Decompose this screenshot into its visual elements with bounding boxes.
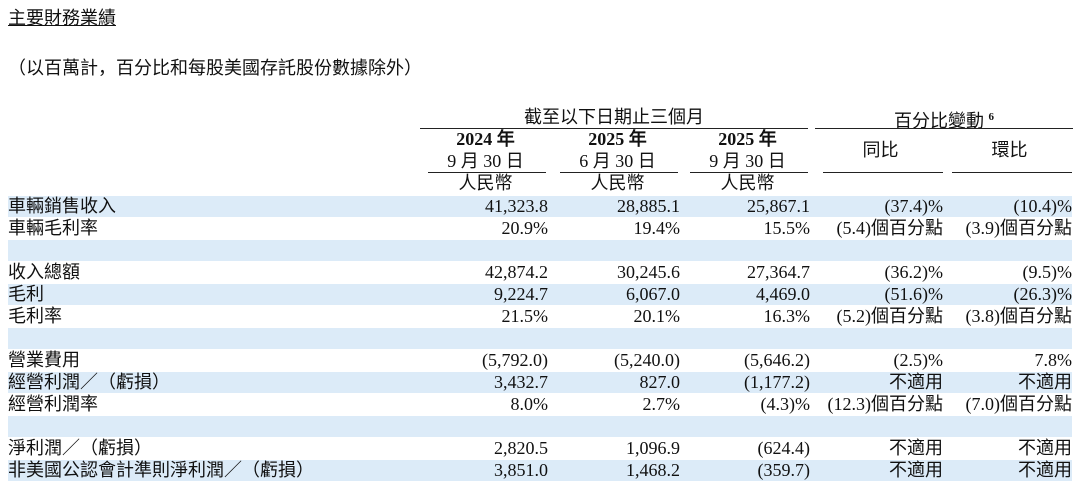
row-stripe <box>8 240 1072 261</box>
cell: (624.4) <box>757 438 811 458</box>
row-label: 車輛毛利率 <box>8 218 98 238</box>
cell: (2.5)% <box>893 350 943 370</box>
row-stripe <box>8 328 1072 349</box>
cell: (51.6)% <box>884 284 943 304</box>
cell: 不適用 <box>889 438 943 458</box>
cell: (3.8)個百分點 <box>965 306 1073 326</box>
cell: (5.2)個百分點 <box>836 306 944 326</box>
cell: (3.9)個百分點 <box>965 218 1073 238</box>
cell: 9,224.7 <box>494 284 548 304</box>
date: 6 月 30 日 <box>579 151 656 171</box>
cell: 2,820.5 <box>494 438 548 458</box>
cell: (36.2)% <box>884 262 943 282</box>
footnote: 6 <box>988 111 995 123</box>
change-group-header: 百分比變動 6 <box>815 106 1073 132</box>
cell: 3,851.0 <box>494 460 548 480</box>
cell: 827.0 <box>639 372 681 392</box>
year: 2025 年 <box>718 129 777 149</box>
cell: 20.1% <box>633 306 681 326</box>
cell: 4,469.0 <box>756 284 810 304</box>
cell: 不適用 <box>1018 438 1072 458</box>
subtitle: （以百萬計，百分比和每股美國存託股份數據除外） <box>8 58 422 78</box>
rule <box>428 172 546 173</box>
cell: 42,874.2 <box>485 262 548 282</box>
currency: 人民幣 <box>720 173 775 193</box>
row-stripe <box>8 460 1072 481</box>
cell: (26.3)% <box>1013 284 1072 304</box>
row-stripe <box>8 284 1072 305</box>
rule <box>420 128 808 129</box>
cell: 不適用 <box>1018 460 1072 480</box>
row-stripe <box>8 416 1072 437</box>
cell: 20.9% <box>501 218 549 238</box>
currency: 人民幣 <box>458 173 513 193</box>
cell: 3,432.7 <box>494 372 548 392</box>
row-label: 車輛銷售收入 <box>8 196 116 216</box>
cell: (5,646.2) <box>744 350 810 370</box>
rule <box>823 172 943 173</box>
cell: (5.4)個百分點 <box>836 218 944 238</box>
row-label: 經營利潤／（虧損） <box>8 372 170 392</box>
cell: 不適用 <box>889 460 943 480</box>
row-label: 營業費用 <box>8 350 80 370</box>
cell: 6,067.0 <box>626 284 680 304</box>
year: 2025 年 <box>588 129 647 149</box>
title: 主要財務業績 <box>8 8 116 28</box>
rule <box>560 172 678 173</box>
cell: 2.7% <box>642 394 681 414</box>
rule <box>952 172 1072 173</box>
cell: 30,245.6 <box>617 262 680 282</box>
rule <box>690 172 808 173</box>
date: 9 月 30 日 <box>447 151 524 171</box>
cell: 1,096.9 <box>626 438 680 458</box>
period-group: 截至以下日期止三個月 <box>524 107 704 127</box>
cell: 8.0% <box>510 394 549 414</box>
cell: 不適用 <box>1018 372 1072 392</box>
cell: (5,792.0) <box>482 350 548 370</box>
row-stripe <box>8 196 1072 217</box>
row-label: 毛利 <box>8 284 44 304</box>
cell: 25,867.1 <box>747 196 810 216</box>
row-label: 經營利潤率 <box>8 394 98 414</box>
row-label: 非美國公認會計準則淨利潤／（虧損） <box>8 460 314 480</box>
cell: (359.7) <box>757 460 811 480</box>
row-label: 收入總額 <box>8 262 80 282</box>
cell: (1,177.2) <box>744 372 810 392</box>
cell: 15.5% <box>763 218 811 238</box>
rule <box>815 128 1073 129</box>
cell: 27,364.7 <box>747 262 810 282</box>
cell: 1,468.2 <box>626 460 680 480</box>
cell: 7.8% <box>1034 350 1073 370</box>
cell: (10.4)% <box>1013 196 1072 216</box>
change-header: 環比 <box>991 140 1028 160</box>
row-stripe <box>8 372 1072 393</box>
cell: 不適用 <box>889 372 943 392</box>
cell: (9.5)% <box>1022 262 1072 282</box>
change-header: 同比 <box>862 140 899 160</box>
cell: 21.5% <box>501 306 549 326</box>
row-label: 毛利率 <box>8 306 62 326</box>
year: 2024 年 <box>456 129 515 149</box>
cell: 19.4% <box>633 218 681 238</box>
cell: (4.3)% <box>760 394 810 414</box>
cell: (37.4)% <box>884 196 943 216</box>
cell: 16.3% <box>763 306 811 326</box>
cell: (5,240.0) <box>614 350 680 370</box>
cell: 41,323.8 <box>485 196 548 216</box>
row-label: 淨利潤／（虧損） <box>8 438 152 458</box>
change-group: 百分比變動 <box>894 111 984 131</box>
date: 9 月 30 日 <box>709 151 786 171</box>
cell: 28,885.1 <box>617 196 680 216</box>
currency: 人民幣 <box>590 173 645 193</box>
cell: (12.3)個百分點 <box>827 394 944 414</box>
cell: (7.0)個百分點 <box>965 394 1073 414</box>
